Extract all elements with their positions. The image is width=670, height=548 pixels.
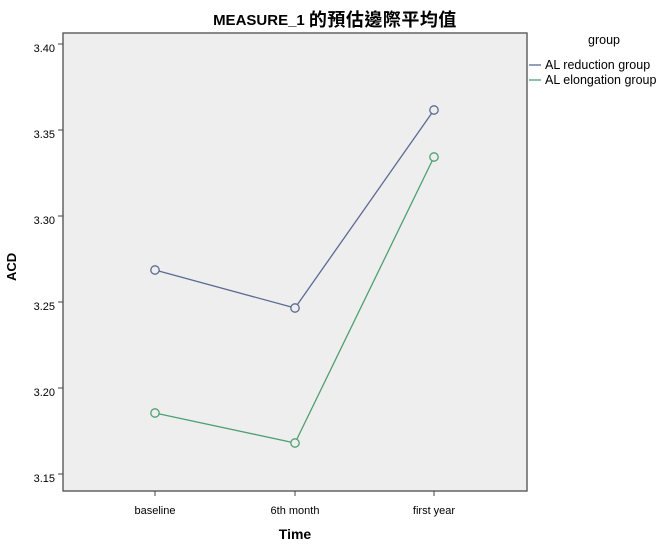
svg-text:3.25: 3.25 (34, 301, 55, 313)
svg-text:3.20: 3.20 (34, 387, 55, 399)
svg-text:3.30: 3.30 (34, 215, 55, 227)
svg-text:3.40: 3.40 (34, 43, 55, 55)
svg-text:6th month: 6th month (271, 505, 320, 517)
svg-text:3.35: 3.35 (34, 129, 55, 141)
svg-text:baseline: baseline (135, 505, 176, 517)
svg-text:3.15: 3.15 (34, 473, 55, 485)
svg-text:first year: first year (413, 505, 456, 517)
